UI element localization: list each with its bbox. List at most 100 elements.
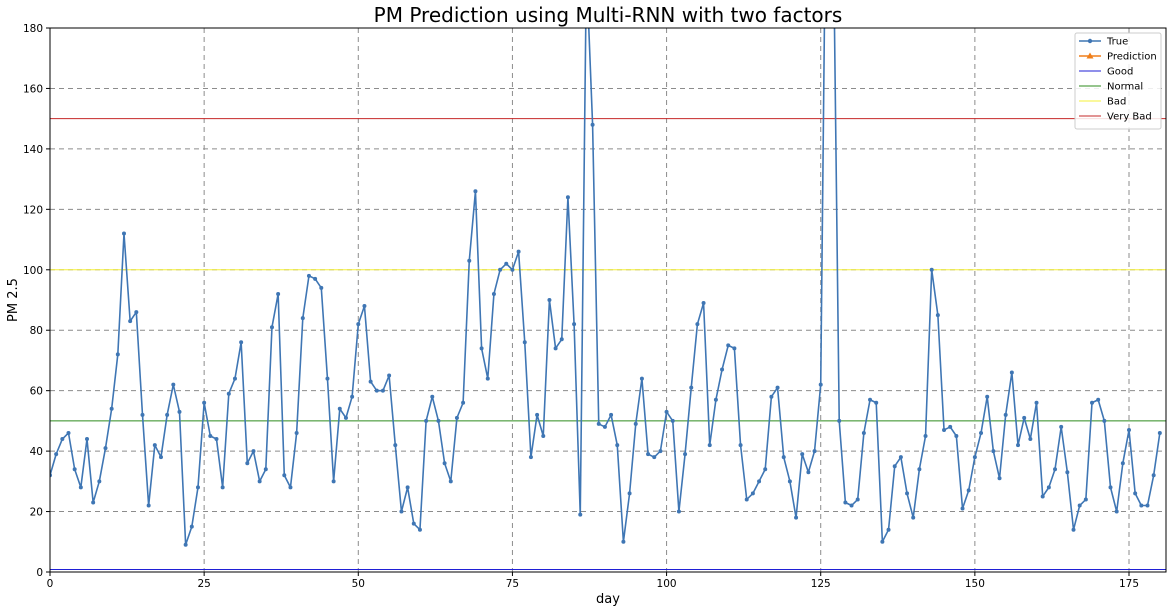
- x-tick-label: 25: [197, 578, 210, 590]
- y-tick-label: 160: [23, 83, 43, 95]
- data-point: [1090, 400, 1095, 405]
- data-point: [1022, 415, 1027, 420]
- legend-box: [1074, 32, 1162, 130]
- data-point: [300, 316, 305, 321]
- data-point: [646, 452, 651, 457]
- x-tick-label: 175: [1119, 578, 1139, 590]
- data-point: [134, 310, 139, 315]
- data-point: [189, 524, 194, 529]
- data-point: [565, 195, 570, 200]
- data-point: [294, 430, 299, 435]
- data-point: [306, 273, 311, 278]
- data-point: [140, 412, 145, 417]
- data-point: [245, 461, 250, 466]
- data-point: [572, 322, 577, 327]
- data-point: [177, 409, 182, 414]
- data-point: [861, 430, 866, 435]
- data-point: [405, 485, 410, 490]
- data-point: [380, 388, 385, 393]
- data-point: [621, 539, 626, 544]
- data-point: [923, 434, 928, 438]
- data-point: [1053, 467, 1058, 472]
- data-point: [325, 376, 330, 381]
- data-point: [670, 418, 675, 423]
- data-point: [1046, 485, 1051, 490]
- data-point: [818, 382, 823, 387]
- data-point: [794, 515, 799, 520]
- y-tick-label: 40: [30, 446, 43, 458]
- data-point: [368, 379, 373, 384]
- legend-marker-prediction: [1086, 52, 1094, 59]
- data-point: [473, 189, 478, 194]
- data-point: [935, 313, 940, 318]
- data-point: [695, 322, 700, 327]
- data-point: [374, 388, 379, 393]
- data-point: [78, 485, 83, 490]
- data-point: [676, 509, 681, 514]
- data-point: [1071, 527, 1076, 532]
- data-point: [1083, 497, 1088, 502]
- data-point: [1009, 370, 1014, 375]
- data-point: [683, 452, 688, 457]
- data-point: [633, 421, 638, 426]
- x-tick-label: 150: [965, 578, 985, 590]
- data-point: [239, 340, 244, 345]
- data-point: [66, 430, 71, 435]
- data-point: [892, 464, 897, 469]
- data-point: [726, 343, 731, 348]
- data-point: [220, 485, 225, 490]
- data-point: [979, 430, 984, 435]
- x-axis-ticks: 0 25 50 75 100 125 150 175: [47, 572, 1139, 590]
- data-point: [658, 449, 663, 454]
- data-point: [362, 304, 367, 309]
- data-point: [535, 412, 540, 417]
- data-point: [257, 479, 262, 484]
- data-point: [849, 503, 854, 508]
- data-point: [1034, 400, 1039, 405]
- legend-label-good: Good: [1107, 67, 1133, 78]
- data-point: [522, 340, 527, 345]
- data-point: [387, 373, 392, 378]
- data-point: [837, 418, 842, 423]
- data-point: [1157, 430, 1162, 435]
- data-point: [966, 488, 971, 493]
- data-point: [713, 397, 718, 402]
- data-point: [917, 467, 922, 472]
- data-point: [886, 527, 891, 532]
- data-point: [744, 497, 749, 502]
- plot-background: [50, 28, 1166, 572]
- data-point: [578, 512, 583, 517]
- data-point: [158, 455, 163, 460]
- data-point: [97, 479, 102, 484]
- data-point: [615, 443, 620, 448]
- data-point: [639, 376, 644, 381]
- data-point: [510, 267, 515, 272]
- data-point: [800, 452, 805, 457]
- data-point: [1108, 485, 1113, 490]
- data-point: [1151, 473, 1156, 478]
- data-point: [843, 500, 848, 505]
- data-point: [436, 418, 441, 423]
- data-point: [707, 443, 712, 448]
- data-point: [855, 497, 860, 502]
- data-point: [942, 427, 947, 432]
- plot-frame: [49, 27, 1167, 573]
- data-point: [288, 485, 293, 490]
- data-point: [750, 491, 755, 496]
- data-point: [263, 467, 268, 472]
- data-point: [1139, 503, 1144, 508]
- data-point: [202, 400, 207, 405]
- data-point: [214, 437, 219, 442]
- data-point: [146, 503, 151, 508]
- data-point: [602, 424, 607, 429]
- data-point: [985, 394, 990, 399]
- data-point: [356, 322, 361, 327]
- data-point: [442, 461, 447, 466]
- data-point: [195, 485, 200, 490]
- data-point: [171, 382, 176, 387]
- data-point: [485, 376, 490, 381]
- legend-label-true: True: [1106, 37, 1128, 48]
- data-point: [1127, 427, 1132, 432]
- data-point: [269, 325, 274, 330]
- data-point: [454, 415, 459, 420]
